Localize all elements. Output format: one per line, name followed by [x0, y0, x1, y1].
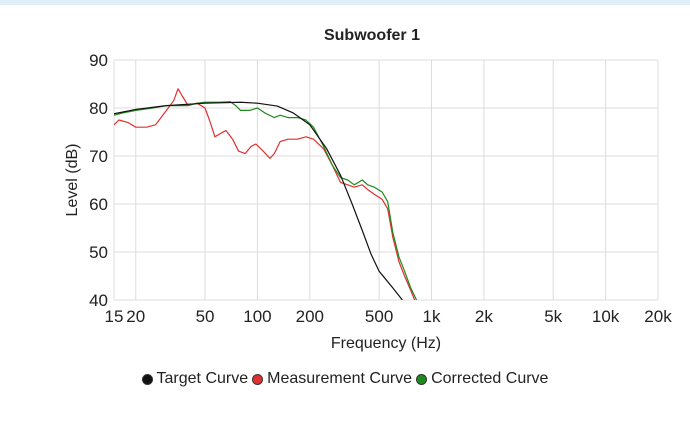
x-tick-label: 200 — [296, 307, 324, 326]
legend-label-measurement: Measurement Curve — [267, 370, 413, 387]
legend: Target Curve Measurement Curve Corrected… — [0, 370, 690, 388]
plot-area — [114, 88, 418, 300]
y-tick-label: 80 — [89, 99, 108, 118]
x-tick-label: 500 — [365, 307, 393, 326]
y-tick-label: 40 — [89, 291, 108, 310]
legend-label-target: Target Curve — [156, 370, 249, 387]
y-tick-label: 90 — [89, 51, 108, 70]
legend-swatch-target — [141, 373, 153, 385]
y-tick-label: 50 — [89, 243, 108, 262]
series-line-target-curve — [114, 101, 403, 300]
x-tick-label: 10k — [592, 307, 620, 326]
legend-item-corrected[interactable]: Corrected Curve — [416, 370, 548, 388]
x-tick-label: 1k — [423, 307, 441, 326]
legend-item-target[interactable]: Target Curve — [141, 370, 249, 388]
x-tick-label: 20k — [644, 307, 672, 326]
x-tick-label: 5k — [544, 307, 562, 326]
y-tick-label: 70 — [89, 147, 108, 166]
legend-item-measurement[interactable]: Measurement Curve — [252, 370, 412, 388]
x-axis-label: Frequency (Hz) — [331, 335, 441, 352]
series-line-measurement-curve — [114, 88, 416, 300]
grid — [113, 59, 659, 301]
y-tick-label: 60 — [89, 195, 108, 214]
x-tick-label: 20 — [126, 307, 145, 326]
x-tick-label: 50 — [196, 307, 215, 326]
x-tick-label: 15 — [105, 307, 124, 326]
y-axis: 40 50 60 70 80 90 — [89, 51, 108, 310]
x-axis: 15 20 50 100 200 500 1k 2k 5k 10k 20k — [105, 307, 673, 326]
x-tick-label: 100 — [243, 307, 271, 326]
top-strip — [0, 0, 690, 5]
legend-label-corrected: Corrected Curve — [431, 370, 549, 387]
chart-title: Subwoofer 1 — [324, 27, 420, 44]
y-axis-label: Level (dB) — [64, 144, 81, 217]
series-line-corrected-curve — [114, 101, 418, 300]
legend-swatch-measurement — [252, 373, 264, 385]
legend-swatch-corrected — [416, 373, 428, 385]
x-tick-label: 2k — [475, 307, 493, 326]
